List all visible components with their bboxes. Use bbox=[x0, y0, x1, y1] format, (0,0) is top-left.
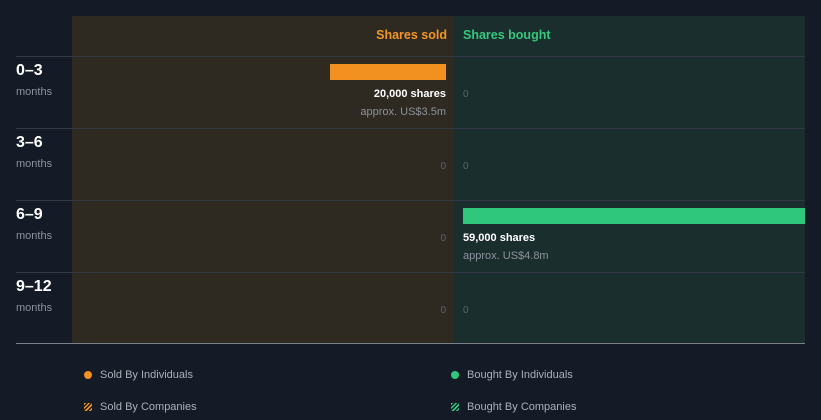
bought-approx-value: approx. US$4.8m bbox=[463, 250, 549, 262]
sold-bar-0-3[interactable] bbox=[330, 64, 446, 80]
green-hatch-icon bbox=[451, 403, 459, 411]
orange-hatch-icon bbox=[84, 403, 92, 411]
bought-zero-value: 0 bbox=[463, 89, 469, 100]
row-label-9-12: 9–12 months bbox=[16, 278, 52, 314]
bought-zero-value: 0 bbox=[463, 305, 469, 316]
row-range: 6–9 bbox=[16, 206, 43, 223]
legend-sold-companies[interactable]: Sold By Companies bbox=[84, 401, 197, 413]
row-divider bbox=[16, 128, 805, 129]
legend-label: Bought By Individuals bbox=[467, 369, 573, 381]
row-range: 0–3 bbox=[16, 62, 43, 79]
legend-sold-individuals[interactable]: Sold By Individuals bbox=[84, 369, 193, 381]
row-divider bbox=[16, 272, 805, 273]
shares-bought-column bbox=[454, 16, 805, 343]
row-unit: months bbox=[16, 230, 53, 242]
green-dot-icon bbox=[451, 371, 459, 379]
chart-baseline bbox=[16, 343, 805, 344]
row-unit: months bbox=[16, 158, 53, 170]
row-label-3-6: 3–6 months bbox=[16, 134, 52, 170]
row-unit: months bbox=[16, 302, 53, 314]
legend-bought-companies[interactable]: Bought By Companies bbox=[451, 401, 576, 413]
sold-zero-value: 0 bbox=[440, 305, 446, 316]
sold-zero-value: 0 bbox=[440, 233, 446, 244]
sold-approx-value: approx. US$3.5m bbox=[360, 106, 446, 118]
row-range: 9–12 bbox=[16, 278, 52, 295]
legend-label: Sold By Companies bbox=[100, 401, 197, 413]
legend-bought-individuals[interactable]: Bought By Individuals bbox=[451, 369, 573, 381]
row-label-0-3: 0–3 months bbox=[16, 62, 52, 98]
bought-bar-6-9[interactable] bbox=[463, 208, 805, 224]
row-divider bbox=[16, 56, 805, 57]
row-unit: months bbox=[16, 86, 53, 98]
legend-label: Bought By Companies bbox=[467, 401, 577, 413]
orange-dot-icon bbox=[84, 371, 92, 379]
shares-sold-header: Shares sold bbox=[376, 28, 447, 42]
bought-shares-value: 59,000 shares bbox=[463, 232, 536, 244]
bought-zero-value: 0 bbox=[463, 161, 469, 172]
shares-bought-header: Shares bought bbox=[463, 28, 551, 42]
row-range: 3–6 bbox=[16, 134, 43, 151]
sold-shares-value: 20,000 shares bbox=[373, 88, 446, 100]
legend-label: Sold By Individuals bbox=[100, 369, 193, 381]
sold-zero-value: 0 bbox=[440, 161, 446, 172]
row-divider bbox=[16, 200, 805, 201]
row-label-6-9: 6–9 months bbox=[16, 206, 52, 242]
